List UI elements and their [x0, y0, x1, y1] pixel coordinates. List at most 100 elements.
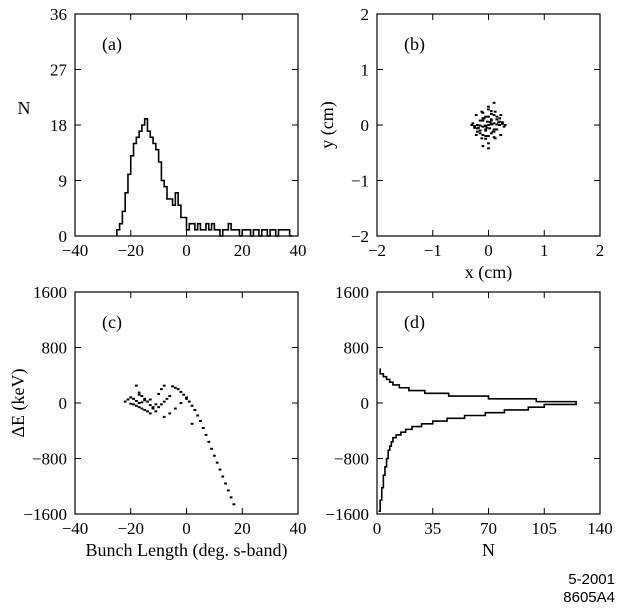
x-tick-label: 0 — [182, 241, 191, 260]
x-axis-label: N — [482, 540, 495, 560]
y-tick-label: 0 — [59, 394, 68, 413]
scatter-point — [483, 124, 487, 127]
scatter-point — [162, 415, 166, 418]
scatter-point — [146, 400, 149, 403]
scatter-point — [495, 115, 499, 118]
scatter-point — [474, 133, 478, 136]
scatter-point — [226, 489, 230, 492]
scatter-point — [481, 133, 485, 136]
scatter-point — [487, 105, 490, 108]
x-tick-label: 105 — [532, 519, 558, 538]
scatter-point — [492, 122, 496, 125]
scatter-point — [482, 117, 486, 120]
scatter-point — [165, 397, 169, 400]
scatter-point — [487, 108, 490, 111]
y-axis-label: y (cm) — [317, 101, 338, 148]
scatter-point — [478, 129, 482, 132]
scatter-point — [484, 129, 488, 132]
scatter-point — [154, 403, 158, 406]
scatter-point — [134, 384, 138, 387]
panel-a: −40 −20 0 20 40 0 9 18 27 36 (a) N — [18, 5, 307, 260]
scatter-point — [126, 398, 130, 401]
scatter-point — [491, 130, 495, 133]
scatter-point — [132, 397, 135, 400]
scatter-point — [484, 128, 488, 131]
scatter-point — [485, 120, 489, 123]
scatter-point — [475, 130, 479, 133]
scatter-point — [132, 403, 135, 406]
y-tick-label: 9 — [59, 172, 68, 191]
scatter-point — [487, 124, 490, 126]
y-tick-label: 0 — [361, 116, 370, 135]
scatter-point — [477, 126, 480, 129]
y-tick-label: 1600 — [335, 283, 369, 302]
scatter-point — [470, 124, 474, 126]
scatter-point — [478, 124, 482, 127]
scatter-point — [173, 386, 177, 389]
scatter-point — [484, 115, 488, 118]
scatter-point — [484, 137, 488, 140]
x-axis-label: Bunch Length (deg. s-band) — [86, 540, 288, 561]
scatter-point — [475, 124, 479, 126]
scatter-point — [488, 127, 492, 130]
y-tick-label: 2 — [361, 5, 370, 24]
scatter-point — [190, 404, 194, 407]
scatter-point — [199, 420, 202, 423]
scatter-point — [492, 128, 496, 131]
x-tick-label: −1 — [424, 241, 442, 260]
x-tick-label: 35 — [424, 519, 441, 538]
scatter-point — [489, 132, 493, 135]
x-tick-label: 140 — [587, 519, 613, 538]
scatter-point — [481, 111, 485, 114]
scatter-point — [485, 126, 489, 129]
scatter-point — [473, 125, 476, 128]
scatter-point — [134, 399, 138, 402]
panel-label: (c) — [102, 312, 122, 333]
scatter-point — [473, 126, 476, 129]
scatter-point — [160, 388, 163, 391]
scatter-point — [204, 433, 208, 436]
y-axis-label: ΔE (keV) — [8, 368, 29, 437]
scatter-point — [193, 408, 197, 411]
scatter-point — [232, 503, 236, 506]
y-tick-label: −2 — [351, 227, 369, 246]
panel-label: (b) — [404, 34, 425, 55]
scatter-point — [137, 393, 141, 396]
x-tick-label: 2 — [596, 241, 605, 260]
scatter-point — [481, 119, 485, 122]
y-tick-label: −1600 — [325, 505, 369, 524]
panel-c: −40 −20 0 20 40 −1600 −800 0 800 1600 (c) Bunch Len… — [8, 283, 307, 561]
y-tick-label: 18 — [50, 116, 67, 135]
x-tick-label: 40 — [290, 241, 307, 260]
y-tick-label: −800 — [32, 450, 67, 469]
x-tick-label: −40 — [62, 241, 89, 260]
scatter-point — [162, 384, 166, 387]
scatter-point — [196, 414, 200, 417]
scatter-point — [499, 114, 503, 117]
figure-code: 8605A4 — [563, 589, 615, 606]
scatter-point — [481, 145, 485, 148]
x-tick-label: 20 — [234, 241, 251, 260]
scatter-point — [215, 461, 219, 464]
scatter-point — [490, 123, 494, 126]
y-tick-label: −800 — [334, 450, 369, 469]
y-tick-label: 1 — [361, 61, 370, 80]
scatter-point — [495, 123, 499, 126]
scatter-point — [137, 391, 141, 394]
scatter-point — [151, 407, 155, 410]
scatter-point — [134, 404, 138, 407]
scatter-point — [187, 400, 191, 403]
scatter-point — [501, 121, 504, 124]
scatter-point — [190, 422, 194, 425]
scatter-point — [484, 135, 488, 138]
scatter-point — [207, 440, 211, 443]
scatter-point — [498, 117, 502, 120]
scatter-point — [492, 136, 496, 139]
scatter-point — [148, 398, 152, 401]
scatter-point — [492, 101, 496, 104]
scatter-point — [478, 119, 482, 122]
scatter-point — [185, 396, 188, 399]
scatter-point — [162, 400, 166, 403]
scatter-point — [212, 454, 216, 457]
energy-histogram-line — [378, 368, 577, 513]
